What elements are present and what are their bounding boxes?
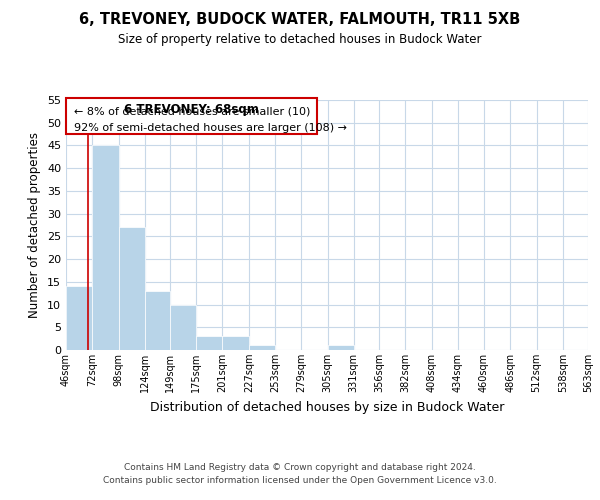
Bar — [92, 146, 119, 350]
Y-axis label: Number of detached properties: Number of detached properties — [28, 132, 41, 318]
Bar — [328, 346, 354, 350]
Text: 92% of semi-detached houses are larger (108) →: 92% of semi-detached houses are larger (… — [74, 122, 347, 132]
Bar — [145, 291, 170, 350]
FancyBboxPatch shape — [66, 98, 317, 134]
Text: Contains HM Land Registry data © Crown copyright and database right 2024.: Contains HM Land Registry data © Crown c… — [124, 464, 476, 472]
Bar — [170, 304, 196, 350]
Bar — [196, 336, 223, 350]
Text: 6, TREVONEY, BUDOCK WATER, FALMOUTH, TR11 5XB: 6, TREVONEY, BUDOCK WATER, FALMOUTH, TR1… — [79, 12, 521, 28]
Bar — [66, 286, 92, 350]
Bar — [119, 228, 145, 350]
Text: 6 TREVONEY: 68sqm: 6 TREVONEY: 68sqm — [124, 102, 259, 116]
X-axis label: Distribution of detached houses by size in Budock Water: Distribution of detached houses by size … — [150, 400, 504, 413]
Text: ← 8% of detached houses are smaller (10): ← 8% of detached houses are smaller (10) — [74, 106, 310, 116]
Text: Size of property relative to detached houses in Budock Water: Size of property relative to detached ho… — [118, 32, 482, 46]
Bar — [249, 346, 275, 350]
Text: Contains public sector information licensed under the Open Government Licence v3: Contains public sector information licen… — [103, 476, 497, 485]
Bar — [223, 336, 249, 350]
